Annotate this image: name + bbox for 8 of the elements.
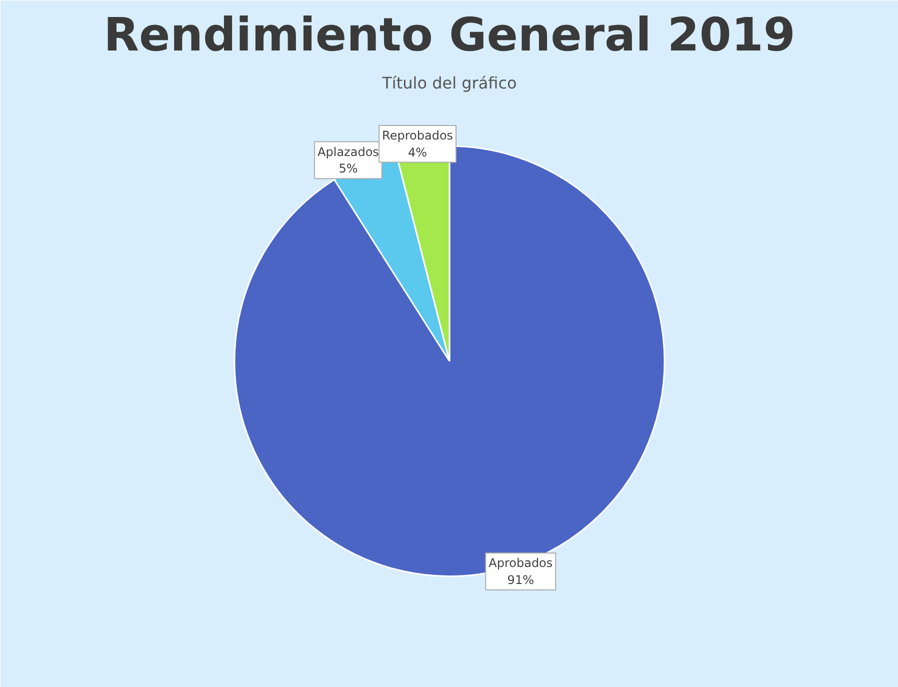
slice-label: Aprobados xyxy=(488,556,553,570)
chart-title: Rendimiento General 2019 xyxy=(104,8,796,62)
data-label: 5% xyxy=(338,162,358,176)
slice-label: Reprobados xyxy=(382,128,454,142)
slice-label: Aplazados xyxy=(318,144,379,159)
data-label: 4% xyxy=(408,145,428,160)
chart-subtitle: Título del gráfico xyxy=(381,74,517,92)
data-label: 91% xyxy=(507,572,534,587)
